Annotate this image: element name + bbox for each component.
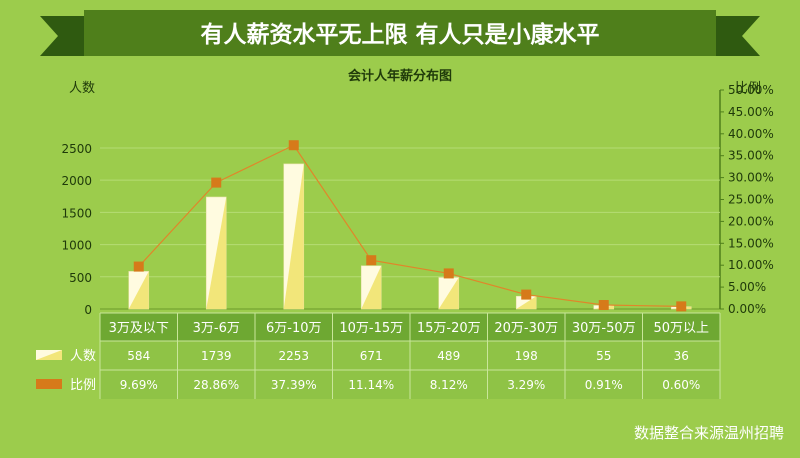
category-label: 3万-6万 [193, 321, 240, 336]
ratio-value-label: 3.29% [507, 378, 545, 392]
category-label: 10万-15万 [339, 321, 403, 336]
ratio-marker [366, 255, 377, 266]
ratio-value-label: 8.12% [430, 378, 468, 392]
count-value-label: 671 [360, 349, 383, 363]
data-table: 3万及以下 3万-6万 6万-10万 10万-15万 15万-20万 20万-30万 30万… [36, 312, 721, 399]
count-value-label: 2253 [278, 349, 309, 363]
ratio-value-label: 28.86% [193, 378, 239, 392]
ratio-marker [288, 140, 299, 151]
count-value-label: 198 [515, 349, 538, 363]
legend-count-swatch-shade [36, 350, 62, 360]
category-label: 50万以上 [653, 321, 709, 336]
banner-title: 有人薪资水平无上限 有人只是小康水平 [200, 21, 599, 48]
y2-tick-label: 45.00% [728, 105, 774, 119]
y2-tick-label: 10.00% [728, 258, 774, 272]
y2-tick-label: 50.00% [728, 83, 774, 97]
bar-shade [283, 163, 304, 309]
legend-count-label: 人数 [70, 349, 96, 364]
category-label: 15万-20万 [417, 321, 481, 336]
ratio-marker [211, 177, 222, 188]
y2-axis-label: 比例 [735, 81, 761, 96]
bar-shade [206, 196, 227, 309]
y2-tick-label: 40.00% [728, 127, 774, 141]
banner-ribbon-right [710, 16, 760, 56]
category-label: 6万-10万 [266, 321, 322, 336]
y-tick-label: 0 [84, 303, 92, 317]
ratio-marker [521, 289, 532, 300]
legend-ratio-label: 比例 [70, 378, 96, 393]
legend-ratio-swatch [36, 379, 62, 389]
y-tick-label: 2000 [61, 174, 92, 188]
bar-shade [128, 271, 149, 309]
ratio-marker [133, 261, 144, 272]
category-label: 20万-30万 [494, 321, 558, 336]
y2-axis-ticks: 0.00% 5.00% 10.00% 15.00% 20.00% 25.00% 30.00%… [720, 83, 774, 316]
y-tick-label: 1500 [61, 206, 92, 220]
bar-shade [438, 277, 459, 309]
ratio-line [138, 144, 682, 307]
ratio-value-label: 0.60% [662, 378, 700, 392]
y-tick-label: 2500 [61, 142, 92, 156]
footer-source: 数据整合来源温州招聘 [634, 424, 784, 442]
count-value-label: 1739 [201, 349, 232, 363]
y2-tick-label: 35.00% [728, 149, 774, 163]
banner [84, 10, 716, 56]
ratio-marker [443, 268, 454, 279]
banner-ribbon-left [40, 16, 90, 56]
chart-title: 会计人年薪分布图 [348, 68, 452, 84]
grid [100, 90, 721, 310]
y-tick-label: 500 [69, 271, 92, 285]
bar-shade [361, 265, 382, 309]
ratio-value-label: 11.14% [348, 378, 394, 392]
y-axis-label: 人数 [69, 81, 95, 96]
y2-tick-label: 0.00% [728, 302, 766, 316]
ratio-marker [676, 301, 687, 312]
count-value-label: 36 [674, 349, 689, 363]
y-axis-ticks: 0 500 1000 1500 2000 2500 [61, 142, 92, 317]
count-value-label: 489 [437, 349, 460, 363]
category-label: 30万-50万 [572, 321, 636, 336]
y2-tick-label: 30.00% [728, 171, 774, 185]
y2-tick-label: 25.00% [728, 193, 774, 207]
ratio-line-series [133, 140, 687, 312]
ratio-value-label: 0.91% [585, 378, 623, 392]
ratio-marker [598, 300, 609, 311]
ratio-value-label: 9.69% [120, 378, 158, 392]
ratio-value-label: 37.39% [271, 378, 317, 392]
y2-tick-label: 15.00% [728, 236, 774, 250]
count-value-label: 55 [596, 349, 611, 363]
category-label: 3万及以下 [109, 321, 169, 336]
y2-tick-label: 5.00% [728, 280, 766, 294]
count-value-label: 584 [127, 349, 150, 363]
y-tick-label: 1000 [61, 239, 92, 253]
y2-tick-label: 20.00% [728, 214, 774, 228]
